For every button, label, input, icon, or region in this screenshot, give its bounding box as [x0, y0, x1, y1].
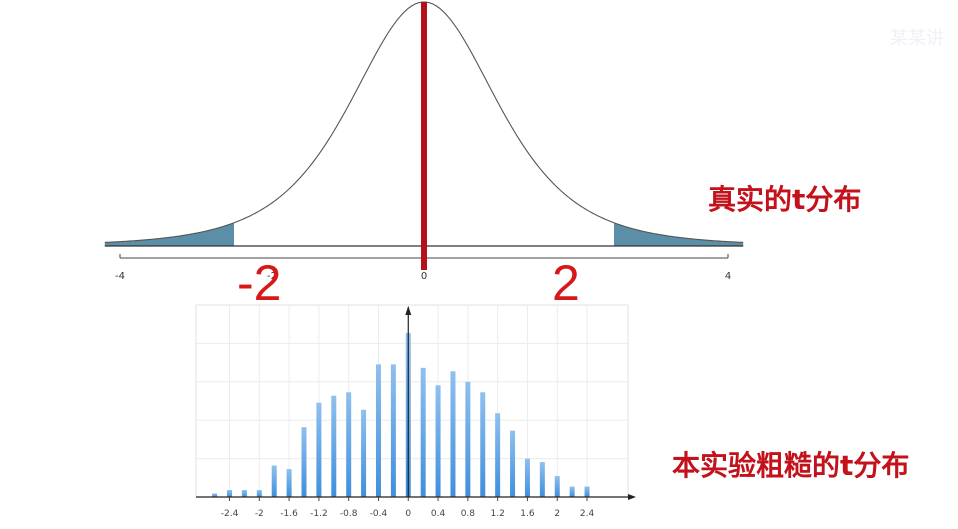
hist-tick-label: -0.8	[340, 509, 358, 519]
histogram-bar	[480, 392, 486, 497]
hist-tick-label: -0.4	[370, 509, 388, 519]
center-mean-marker	[421, 2, 427, 270]
hist-tick-label: 1.6	[520, 509, 535, 519]
curve-tick-label: -4	[115, 271, 125, 282]
hist-tick-label: -1.2	[310, 509, 328, 519]
histogram-bar	[361, 409, 367, 497]
histogram-bar	[569, 486, 575, 497]
histogram-bar	[524, 458, 530, 497]
hist-frame	[195, 304, 629, 498]
histogram-bar	[554, 476, 560, 497]
curve-tick-label: -2	[267, 271, 277, 282]
histogram-bar	[420, 367, 426, 497]
true-t-distribution-caption: 真实的t分布	[708, 183, 862, 216]
histogram-bar	[316, 402, 322, 497]
histogram-bar	[331, 395, 337, 497]
annotation-minus-two: -2	[237, 255, 282, 311]
hist-x-axis-arrow	[628, 494, 636, 500]
histogram-bar	[539, 462, 545, 497]
histogram-bar	[450, 371, 456, 497]
histogram-bar	[495, 413, 501, 497]
tail-shading-right	[614, 222, 744, 246]
hist-tick-label: 0	[405, 509, 411, 519]
histogram-bar	[271, 465, 277, 497]
hist-tick-label: 2	[554, 509, 560, 519]
rough-t-distribution-caption: 本实验粗糙的t分布	[672, 449, 910, 482]
annotation-plus-two: 2	[552, 255, 580, 311]
hist-tick-label: -2	[255, 509, 264, 519]
histogram-bar	[227, 490, 233, 497]
histogram-bar	[286, 469, 292, 497]
hist-tick-label: 1.2	[490, 509, 504, 519]
watermark-logo: 某某讲	[890, 28, 944, 49]
t-distribution-curve-chart: -4 -2 0 4	[104, 1, 744, 282]
hist-y-axis-arrow	[405, 306, 412, 315]
hist-tick-label: -1.6	[280, 509, 298, 519]
hist-tick-label: 2.4	[580, 509, 595, 519]
hist-tick-label: -2.4	[221, 509, 239, 519]
histogram-bar	[510, 430, 516, 497]
curve-tick-label: 0	[421, 271, 427, 282]
curve-tick-label: 4	[725, 271, 731, 282]
histogram-bar	[301, 427, 307, 497]
tail-shading-left	[104, 222, 234, 246]
histogram-bar	[435, 385, 441, 497]
histogram-bar	[584, 486, 590, 497]
histogram-bar	[241, 490, 247, 497]
histogram-bar	[346, 392, 352, 497]
histogram-bar	[212, 493, 218, 497]
hist-tick-label: 0.8	[461, 509, 476, 519]
histogram-bar	[375, 364, 381, 497]
histogram-bar	[256, 490, 262, 497]
hist-tick-label: 0.4	[431, 509, 446, 519]
histogram-bar	[465, 381, 471, 497]
histogram-bar	[390, 364, 396, 497]
